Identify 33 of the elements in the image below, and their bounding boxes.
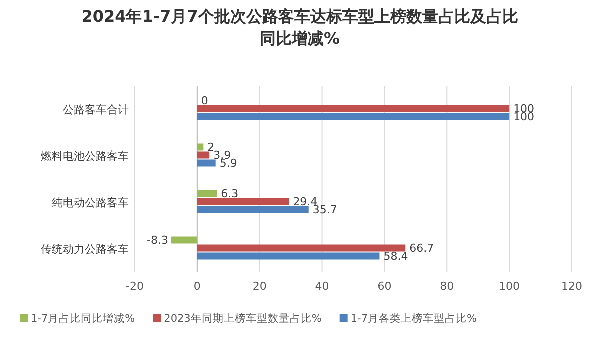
legend-label: 1-7月占比同比增减% [31, 312, 136, 325]
y-tick-label: 传统动力公路客车 [41, 242, 129, 256]
data-label: 0 [201, 94, 208, 108]
y-tick-label: 纯电动公路客车 [52, 196, 129, 210]
data-label: -8.3 [147, 234, 169, 247]
data-label: 58.4 [384, 250, 408, 263]
bar [197, 152, 210, 159]
x-tick-label: 80 [440, 280, 454, 293]
bar [197, 160, 216, 167]
x-tick-label: 120 [562, 280, 582, 293]
bar [172, 236, 198, 244]
bar [197, 105, 510, 112]
bar [197, 244, 406, 252]
legend-label: 1-7月各类上榜车型占比% [350, 312, 477, 325]
chart-title: 2024年1-7月7个批次公路客车达标车型上榜数量占比及占比同比增减% [82, 7, 518, 48]
data-label: 6.3 [221, 187, 239, 200]
legend-label: 2023年同期上榜车型数量占比% [164, 312, 322, 325]
x-tick-label: 0 [194, 280, 201, 293]
bar [197, 206, 309, 214]
bar [197, 198, 290, 206]
y-tick-label: 燃料电池公路客车 [41, 150, 129, 163]
x-tick-label: 100 [499, 280, 520, 293]
bar [197, 113, 510, 120]
data-label: 66.7 [410, 242, 434, 255]
bar [197, 252, 380, 260]
x-tick-label: 20 [252, 280, 267, 293]
x-tick-label: -20 [126, 280, 144, 293]
y-tick-label: 公路客车合计 [63, 103, 129, 116]
x-tick-label: 60 [378, 280, 392, 293]
bar [197, 144, 204, 151]
x-tick-label: 40 [315, 280, 330, 293]
data-label: 2 [208, 140, 215, 154]
bar [197, 190, 218, 198]
